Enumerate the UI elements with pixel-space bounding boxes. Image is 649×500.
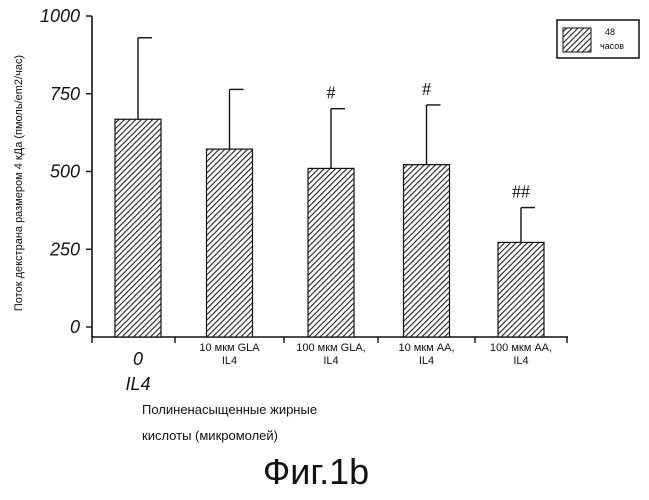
x-axis-title-line1: Полиненасыщенные жирные xyxy=(142,402,317,417)
significance-marker: # xyxy=(422,79,431,99)
legend-label-line1: 48 xyxy=(605,27,615,37)
bar xyxy=(115,119,161,337)
significance-marker: # xyxy=(327,83,336,103)
category-label-line1: 0 xyxy=(133,349,143,369)
bar xyxy=(404,165,450,337)
y-tick-label: 0 xyxy=(70,317,80,337)
category-label-line1: 10 мкм AA, xyxy=(398,342,454,354)
category-label-line1: 100 мкм GLA, xyxy=(296,342,365,354)
x-axis-title-line2: кислоты (микромолей) xyxy=(142,428,278,443)
figure-caption: Фиг.1b xyxy=(263,451,369,492)
legend-swatch xyxy=(563,28,591,52)
bar xyxy=(308,168,354,337)
y-tick-label: 250 xyxy=(49,239,80,259)
bar xyxy=(207,149,253,337)
y-tick-label: 1000 xyxy=(40,6,80,26)
y-tick-label: 500 xyxy=(50,162,80,182)
y-axis-title: Поток декстрана размером 4 кДа (пмоль/em… xyxy=(13,55,25,311)
legend: 48 часов xyxy=(557,20,639,58)
category-label-line2: IL4 xyxy=(222,355,237,367)
category-label-line1: 10 мкм GLA xyxy=(199,342,260,354)
category-label-line2: IL4 xyxy=(419,355,434,367)
y-tick-label: 750 xyxy=(50,84,80,104)
category-label-line1: 100 мкм AA, xyxy=(490,342,552,354)
significance-marker: ## xyxy=(512,182,530,202)
bar xyxy=(498,242,544,337)
category-label-line2: IL4 xyxy=(125,374,150,394)
category-label-line2: IL4 xyxy=(513,355,528,367)
legend-label-line2: часов xyxy=(600,41,624,51)
category-label-line2: IL4 xyxy=(323,355,338,367)
